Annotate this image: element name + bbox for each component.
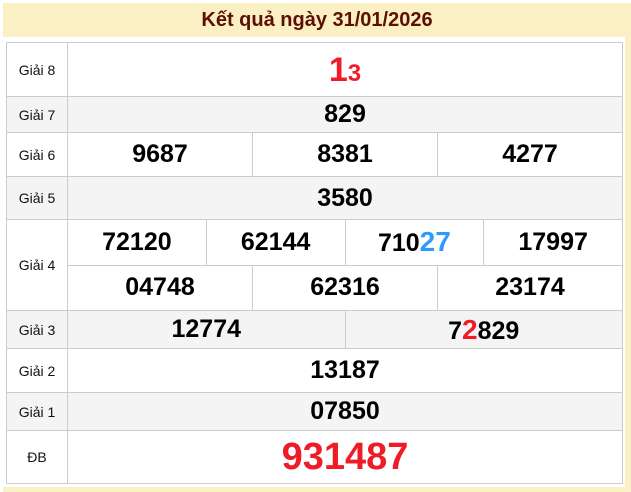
prize-number-cell: 23174 xyxy=(437,265,622,310)
prize-number-segment: 27 xyxy=(419,226,451,258)
prize-number-segment: 710 xyxy=(377,229,420,258)
prize-number-segment: 13187 xyxy=(310,356,380,384)
prize-number-cell: 829 xyxy=(68,97,622,132)
prize-number: 72120 xyxy=(102,227,172,256)
prize-number-cell: 04748 xyxy=(68,266,252,311)
prize-number-segment: 3580 xyxy=(317,183,373,212)
prize-number: 8381 xyxy=(317,142,373,167)
prize-number-segment: 829 xyxy=(477,316,520,345)
prize-number-segment: 62316 xyxy=(310,273,380,302)
prize-number-cell: 8381 xyxy=(252,133,437,176)
prize-number-cell: 4277 xyxy=(437,133,622,176)
prize-value-line: 3580 xyxy=(68,177,622,219)
results-table-wrapper: Giải 8 13 Giải 7 829 Giải 6 9687 8381 4277 Giải … xyxy=(3,37,625,487)
prize-label: Giải 3 xyxy=(7,311,68,349)
prize-values: 13 xyxy=(68,43,622,97)
prize-number: 13187 xyxy=(310,358,380,383)
prize-value-line: 829 xyxy=(68,97,622,132)
prize-number: 62144 xyxy=(240,227,311,256)
prize-number-cell: 13187 xyxy=(68,349,622,392)
prize-value-line: 9687 8381 4277 xyxy=(68,133,622,176)
prize-number: 12774 xyxy=(171,317,241,342)
prize-number-cell: 9687 xyxy=(68,133,252,176)
prize-label: ĐB xyxy=(7,431,68,483)
prize-number-segment: 829 xyxy=(324,100,366,128)
prize-number-cell: 931487 xyxy=(68,431,622,483)
prize-number: 4277 xyxy=(502,142,558,167)
prize-number: 9687 xyxy=(132,142,188,167)
prize-label: Giải 7 xyxy=(7,97,68,133)
prize-number: 07850 xyxy=(310,399,380,424)
prize-number: 3580 xyxy=(317,183,373,212)
prize-number-cell: 17997 xyxy=(483,220,622,265)
prize-number-cell: 62316 xyxy=(252,265,437,310)
prize-number: 72829 xyxy=(448,313,520,345)
prize-number-segment: 3 xyxy=(347,59,362,87)
prize-number-segment: 72120 xyxy=(102,227,172,256)
prize-value-line: 931487 xyxy=(68,431,622,483)
prize-number-cell: 72120 xyxy=(68,220,206,265)
prize-values: 829 xyxy=(68,97,622,133)
prize-number-segment: 07850 xyxy=(310,397,380,425)
prize-number: 04748 xyxy=(125,275,195,300)
prize-value-line: 07850 xyxy=(68,393,622,430)
prize-label: Giải 5 xyxy=(7,177,68,220)
prize-values: 72120 62144 71027 17997 04748 62316 23174 xyxy=(68,220,622,311)
prize-number: 829 xyxy=(324,102,366,127)
prize-number-segment: 1 xyxy=(328,50,348,89)
prize-number-segment: 62144 xyxy=(240,227,311,256)
results-table: Giải 8 13 Giải 7 829 Giải 6 9687 8381 4277 Giải … xyxy=(6,42,623,484)
prize-number: 17997 xyxy=(518,227,588,256)
prize-number: 71027 xyxy=(378,228,451,256)
prize-value-line: 13187 xyxy=(68,349,622,392)
prize-value-line: 72120 62144 71027 17997 xyxy=(68,220,622,265)
prize-number-segment: 7 xyxy=(448,316,463,345)
prize-number-segment: 931487 xyxy=(281,436,409,478)
prize-number-segment: 23174 xyxy=(495,273,565,302)
prize-number-segment: 04748 xyxy=(125,273,195,302)
prize-value-line: 13 xyxy=(68,43,622,96)
prize-values: 13187 xyxy=(68,349,622,393)
prize-label: Giải 6 xyxy=(7,133,68,177)
prize-number-segment: 17997 xyxy=(518,227,588,256)
prize-number-segment: 4277 xyxy=(502,140,558,168)
prize-values: 9687 8381 4277 xyxy=(68,133,622,177)
prize-label: Giải 8 xyxy=(7,43,68,97)
prize-values: 931487 xyxy=(68,431,622,483)
prize-values: 12774 72829 xyxy=(68,311,622,349)
prize-number: 931487 xyxy=(282,438,409,476)
prize-label: Giải 2 xyxy=(7,349,68,393)
prize-number-segment: 8381 xyxy=(317,140,373,168)
prize-number: 23174 xyxy=(495,275,565,300)
prize-number: 13 xyxy=(329,53,361,87)
prize-values: 3580 xyxy=(68,177,622,220)
prize-number-cell: 13 xyxy=(68,43,622,96)
prize-value-line: 04748 62316 23174 xyxy=(68,264,622,311)
prize-label: Giải 4 xyxy=(7,220,68,311)
lottery-results-page: Kết quả ngày 31/01/2026 Giải 8 13 Giải 7 82… xyxy=(3,3,631,492)
prize-number-cell: 07850 xyxy=(68,393,622,430)
prize-number-segment: 9687 xyxy=(132,140,188,168)
prize-label: Giải 1 xyxy=(7,393,68,431)
prize-number-cell: 72829 xyxy=(344,311,623,348)
prize-number-segment: 12774 xyxy=(171,315,242,343)
prize-number-segment: 2 xyxy=(462,313,478,345)
prize-number-cell: 62144 xyxy=(205,220,345,265)
prize-values: 07850 xyxy=(68,393,622,431)
results-title: Kết quả ngày 31/01/2026 xyxy=(201,8,433,31)
prize-number-cell: 3580 xyxy=(68,177,622,219)
prize-value-line: 12774 72829 xyxy=(68,311,622,348)
prize-number: 62316 xyxy=(310,275,380,300)
prize-number-cell: 12774 xyxy=(68,311,345,348)
prize-number-cell: 71027 xyxy=(344,220,484,265)
